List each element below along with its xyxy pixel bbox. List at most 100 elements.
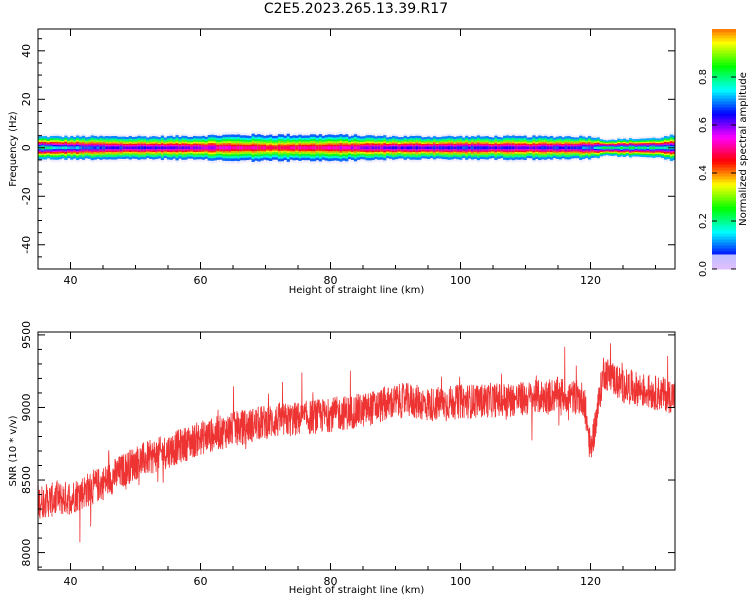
x-tick-label: 40 xyxy=(64,575,78,588)
spectral-cell xyxy=(485,146,489,150)
colorbar-segment xyxy=(712,128,736,132)
spectral-cell xyxy=(93,146,97,150)
spectral-cell xyxy=(312,146,317,150)
spectral-cell xyxy=(160,146,165,150)
spectral-cell xyxy=(453,146,457,150)
spectral-cell xyxy=(386,146,390,150)
spectral-cell xyxy=(96,146,100,150)
spectral-cell xyxy=(587,146,592,150)
spectral-cell xyxy=(216,146,220,150)
colorbar-segment xyxy=(712,65,736,69)
spectral-cell xyxy=(579,146,583,150)
colorbar-segment xyxy=(712,215,736,219)
spectral-cell xyxy=(593,146,598,149)
colorbar-segment xyxy=(712,50,736,54)
spectral-cell xyxy=(567,146,571,150)
y-tick-label: 20 xyxy=(20,92,33,106)
y-tick-label: 40 xyxy=(20,44,33,58)
colorbar-segment xyxy=(712,113,736,117)
x-tick-label: 100 xyxy=(450,274,471,287)
spectral-cell xyxy=(137,146,141,150)
colorbar-segment xyxy=(712,227,736,231)
colorbar-segment xyxy=(712,59,736,63)
colorbar-tick-label: 0.4 xyxy=(698,165,709,181)
spectral-cell xyxy=(350,146,355,150)
spectral-cell xyxy=(225,146,229,150)
spectral-cell xyxy=(462,146,466,150)
spectral-cell xyxy=(58,146,62,150)
spectral-cell xyxy=(336,146,340,150)
colorbar-segment xyxy=(712,239,736,243)
spectral-cell xyxy=(450,146,454,150)
spectral-cell xyxy=(391,146,396,150)
spectral-cell xyxy=(76,146,80,150)
spectral-cell xyxy=(590,146,595,149)
spectral-cell xyxy=(318,146,323,150)
spectral-cell xyxy=(204,146,209,150)
spectral-cell xyxy=(465,146,469,150)
spectral-cell xyxy=(620,146,624,149)
colorbar-segment xyxy=(712,77,736,81)
colorbar-segment xyxy=(712,197,736,201)
spectral-cell xyxy=(254,146,258,150)
spectral-cell xyxy=(368,146,372,150)
x-axis-label: Height of straight line (km) xyxy=(289,585,425,596)
spectral-cell xyxy=(175,146,179,150)
colorbar-segment xyxy=(712,38,736,42)
colorbar-segment xyxy=(712,221,736,225)
spectral-band xyxy=(38,130,676,165)
spectral-cell xyxy=(412,146,416,150)
spectral-cell xyxy=(90,146,94,150)
spectral-cell xyxy=(55,146,59,150)
spectral-cell xyxy=(269,146,273,150)
spectral-cell xyxy=(277,146,282,150)
x-tick-label: 120 xyxy=(580,274,601,287)
colorbar-label: Normalized spectral amplitude xyxy=(738,72,749,226)
colorbar-segment xyxy=(712,164,736,168)
spectral-cell xyxy=(424,146,428,150)
spectral-cell xyxy=(327,146,331,150)
colorbar-segment xyxy=(712,83,736,87)
spectral-cell xyxy=(251,146,255,150)
spectral-cell xyxy=(105,146,109,150)
spectral-cell xyxy=(292,146,296,150)
spectral-cell xyxy=(473,146,478,150)
colorbar-segment xyxy=(712,47,736,51)
snr-line xyxy=(38,343,675,543)
colorbar-segment xyxy=(712,167,736,171)
spectral-cell xyxy=(482,146,486,150)
spectral-cell xyxy=(181,146,185,150)
colorbar-segment xyxy=(712,242,736,246)
spectral-cell xyxy=(222,146,226,150)
colorbar-segment xyxy=(712,254,736,258)
spectral-cell xyxy=(248,146,252,150)
colorbar-segment xyxy=(712,41,736,45)
spectral-cell xyxy=(570,146,574,150)
x-tick-label: 40 xyxy=(64,274,78,287)
colorbar: 0.0 0.2 0.4 0.6 0.8 Normalized spectral ampli… xyxy=(698,29,749,277)
colorbar-segment xyxy=(712,122,736,126)
spectral-cell xyxy=(128,146,133,150)
spectral-cell xyxy=(596,146,600,150)
colorbar-segment xyxy=(712,188,736,192)
spectral-cell xyxy=(111,146,115,150)
spectral-cell xyxy=(438,146,443,150)
spectral-cell xyxy=(131,146,135,150)
y-tick-label: 9000 xyxy=(20,393,33,421)
spectral-cell xyxy=(549,146,554,150)
spectral-cell xyxy=(190,146,194,150)
colorbar-segment xyxy=(712,143,736,147)
spectral-cell xyxy=(207,146,211,150)
spectral-cell xyxy=(166,146,171,150)
spectral-cell xyxy=(125,146,130,150)
colorbar-tick-label: 0.0 xyxy=(698,261,709,277)
spectral-cell xyxy=(228,146,232,150)
spectral-cell xyxy=(236,146,241,150)
colorbar-segment xyxy=(712,125,736,129)
spectral-cell xyxy=(187,146,191,150)
colorbar-segment xyxy=(712,29,736,33)
colorbar-segment xyxy=(712,200,736,204)
y-tick-label: 8500 xyxy=(20,466,33,494)
colorbar-segment xyxy=(712,206,736,210)
colorbar-segment xyxy=(712,251,736,255)
